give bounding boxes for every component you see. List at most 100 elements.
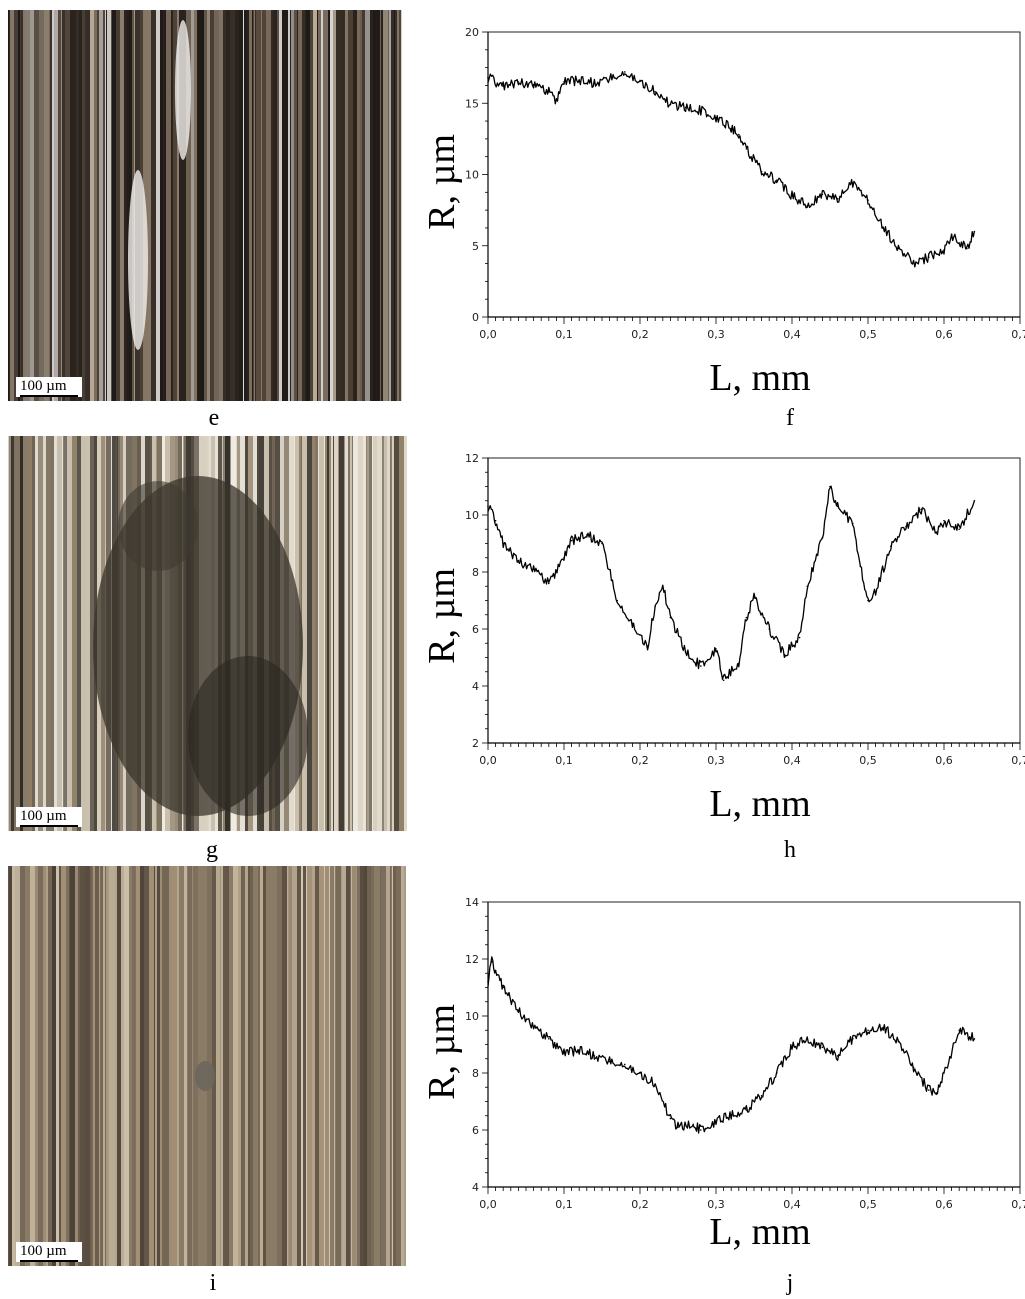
y-tick-label: 6 xyxy=(472,623,479,636)
micrograph-streak xyxy=(328,10,330,401)
profile-data-point xyxy=(852,182,854,184)
x-tick-label: 0,3 xyxy=(707,328,725,341)
micrograph-streak xyxy=(64,436,67,831)
profile-data-point xyxy=(791,195,793,197)
micrograph-wear-region xyxy=(118,481,198,571)
x-tick-label: 0,3 xyxy=(707,1198,725,1211)
micrograph-streak xyxy=(325,436,327,831)
micrograph-streak xyxy=(73,10,76,401)
micrograph-streak xyxy=(107,10,111,401)
micrograph-streak xyxy=(360,10,362,401)
micrograph-e-image xyxy=(8,10,402,401)
micrograph-streak xyxy=(66,866,69,1266)
chart-h-plot: 0,0 0,1 0,2 0,3 0,4 0,5 0,6 0,7 2 4 6 8 10 12 xyxy=(465,452,1025,767)
micrograph-streak xyxy=(173,10,177,401)
micrograph-streak xyxy=(393,866,396,1266)
caption-i: i xyxy=(209,1270,217,1296)
micrograph-streak xyxy=(390,436,391,831)
y-tick-label: 6 xyxy=(472,1124,479,1137)
chart-j-y-axis-title: R, µm xyxy=(421,1004,463,1100)
micrograph-streak xyxy=(313,10,317,401)
profile-data-point xyxy=(654,91,656,93)
profile-data-point xyxy=(502,986,504,989)
micrograph-streak xyxy=(103,866,105,1266)
micrograph-streak xyxy=(193,866,198,1266)
micrograph-streak xyxy=(95,866,99,1266)
micrograph-streak xyxy=(254,10,255,401)
micrograph-streak xyxy=(179,866,184,1266)
micrograph-streak xyxy=(324,866,325,1266)
micrograph-streak xyxy=(315,866,318,1266)
micrograph-streak xyxy=(348,436,350,831)
micrograph-streak xyxy=(380,866,381,1266)
micrograph-streak xyxy=(148,10,151,401)
micrograph-streak xyxy=(165,866,169,1266)
profile-data-point xyxy=(836,197,839,200)
micrograph-streak xyxy=(301,866,303,1266)
profile-data-point xyxy=(867,1029,869,1032)
micrograph-streak xyxy=(39,10,44,401)
micrograph-streak xyxy=(38,436,43,831)
micrograph-g-image xyxy=(8,436,407,831)
profile-data-point xyxy=(593,82,596,85)
micrograph-streak xyxy=(379,866,380,1266)
profile-data-point xyxy=(958,528,960,531)
micrograph-streak xyxy=(235,10,239,401)
micrograph-streak xyxy=(327,436,329,831)
x-tick-label: 0,1 xyxy=(555,1198,573,1211)
profile-data-point xyxy=(798,636,801,639)
chart-f-y-axis-title: R, µm xyxy=(421,134,463,230)
micrograph-streak xyxy=(271,866,275,1266)
micrograph-i: 100 µm xyxy=(8,866,406,1266)
micrograph-streak xyxy=(373,436,377,831)
chart-j-x-axis-title: L, mm xyxy=(709,1211,811,1253)
micrograph-streak xyxy=(111,10,112,401)
micrograph-streak xyxy=(399,436,404,831)
micrograph-streak xyxy=(117,866,121,1266)
profile-data-point xyxy=(616,599,618,602)
profile-data-point xyxy=(700,109,702,112)
profile-data-point xyxy=(806,585,808,588)
profile-data-point xyxy=(776,179,778,181)
x-tick-label: 0,7 xyxy=(1011,328,1025,341)
micrograph-streak xyxy=(350,436,352,831)
x-tick-label: 0,3 xyxy=(707,754,725,767)
micrograph-streak xyxy=(375,10,380,401)
y-tick-label: 12 xyxy=(465,953,479,966)
micrograph-streak xyxy=(70,10,73,401)
micrograph-streak xyxy=(30,866,33,1266)
micrograph-streak xyxy=(229,866,233,1266)
micrograph-streak xyxy=(248,866,250,1266)
micrograph-streak xyxy=(391,866,392,1266)
micrograph-streak xyxy=(244,10,247,401)
x-tick-label: 0,0 xyxy=(479,1198,497,1211)
micrograph-streak xyxy=(109,866,114,1266)
micrograph-streak xyxy=(325,866,329,1266)
profile-data-point xyxy=(684,651,687,653)
x-tick-label: 0,4 xyxy=(783,1198,801,1211)
micrograph-streak xyxy=(220,866,221,1266)
micrograph-streak xyxy=(59,866,61,1266)
micrograph-streak xyxy=(223,866,226,1266)
micrograph-streak xyxy=(116,10,120,401)
micrograph-streak xyxy=(321,10,323,401)
micrograph-streak xyxy=(291,10,294,401)
micrograph-streak xyxy=(330,866,334,1266)
y-tick-label: 8 xyxy=(472,1067,479,1080)
profile-data-point xyxy=(958,1029,960,1032)
caption-j: j xyxy=(786,1270,794,1296)
profile-data-point xyxy=(958,242,960,244)
micrograph-streak xyxy=(252,10,253,401)
profile-data-point xyxy=(882,1026,884,1029)
micrograph-streak xyxy=(216,866,220,1266)
profile-data-point xyxy=(905,525,907,528)
micrograph-streak xyxy=(20,436,23,831)
x-tick-label: 0,7 xyxy=(1011,754,1025,767)
micrograph-streak xyxy=(333,10,336,401)
profile-data-point xyxy=(715,116,717,119)
micrograph-streak xyxy=(367,866,371,1266)
micrograph-streak xyxy=(324,436,325,831)
profile-data-point xyxy=(745,148,748,150)
plot-frame xyxy=(487,901,1021,1188)
micrograph-streak xyxy=(177,10,179,401)
